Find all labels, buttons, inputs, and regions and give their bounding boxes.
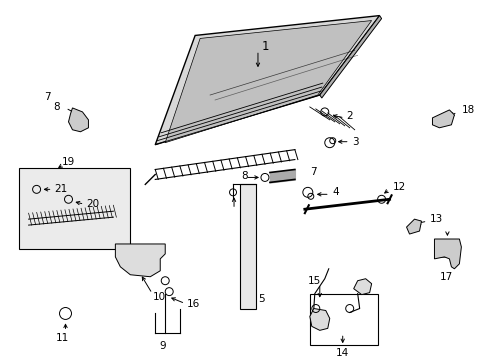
Text: 13: 13 (428, 214, 442, 224)
Text: 16: 16 (187, 298, 200, 309)
Text: 12: 12 (392, 183, 405, 192)
Text: 8: 8 (241, 171, 247, 181)
Text: 21: 21 (55, 184, 68, 194)
Polygon shape (319, 15, 381, 98)
Text: 8: 8 (53, 102, 60, 112)
Text: 18: 18 (461, 105, 474, 115)
Text: 2: 2 (346, 111, 353, 121)
Polygon shape (353, 279, 371, 294)
Polygon shape (165, 21, 371, 143)
Bar (240, 184, 255, 309)
Text: 6: 6 (240, 209, 246, 219)
Polygon shape (115, 244, 165, 277)
Polygon shape (68, 108, 88, 132)
Text: 3: 3 (351, 137, 358, 147)
Text: 5: 5 (258, 293, 264, 303)
Text: 19: 19 (62, 157, 75, 167)
Polygon shape (155, 15, 379, 145)
Text: 9: 9 (159, 341, 165, 351)
Text: 7: 7 (309, 167, 316, 177)
Text: 17: 17 (439, 272, 452, 282)
Text: 10: 10 (153, 292, 166, 302)
Polygon shape (431, 110, 453, 128)
Polygon shape (433, 239, 461, 269)
Text: 15: 15 (307, 276, 321, 286)
Text: 11: 11 (56, 333, 69, 343)
Text: 7: 7 (44, 92, 51, 102)
Text: 14: 14 (335, 348, 348, 358)
Text: 1: 1 (262, 40, 269, 53)
Polygon shape (309, 309, 329, 330)
Polygon shape (406, 219, 421, 234)
Bar (309, 294, 377, 345)
Text: 20: 20 (86, 199, 100, 209)
Text: 4: 4 (332, 187, 339, 197)
Bar (19, 167, 130, 249)
